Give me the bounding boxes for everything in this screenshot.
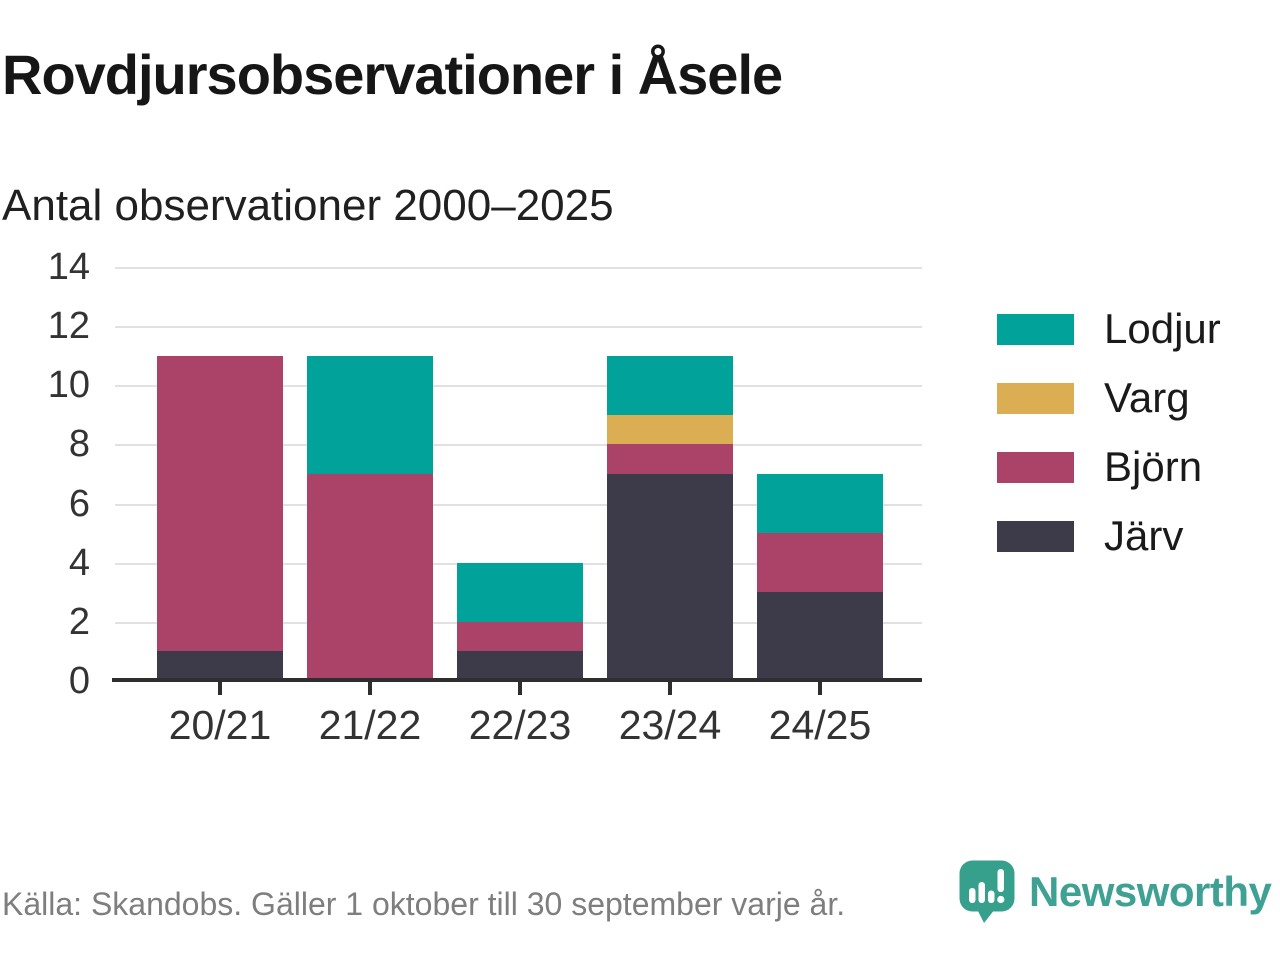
- bar-segment-järv-22-23: [457, 651, 583, 681]
- legend-label: Varg: [1104, 374, 1190, 421]
- bar-segment-järv-23-24: [607, 474, 733, 681]
- bar-segment-lodjur-24-25: [757, 474, 883, 534]
- y-axis-label: 12: [47, 305, 90, 348]
- y-axis-label: 0: [68, 660, 90, 702]
- y-axis-label: 4: [68, 541, 90, 584]
- bar-segment-björn-24-25: [757, 533, 883, 593]
- chart-legend: Lodjur Varg Björn Järv: [997, 308, 1221, 557]
- x-axis-label: 24/25: [768, 702, 872, 748]
- legend-label: Lodjur: [1104, 305, 1221, 352]
- y-axis-label: 10: [47, 364, 90, 407]
- chart-subtitle: Antal observationer 2000–2025: [2, 181, 614, 230]
- x-axis-label: 22/23: [468, 702, 572, 748]
- x-axis-tick: [818, 682, 822, 695]
- bar-segment-björn-21-22: [307, 474, 433, 681]
- x-axis-tick: [218, 682, 222, 695]
- legend-item-järv: Järv: [997, 515, 1221, 557]
- page-title: Rovdjursobservationer i Åsele: [2, 43, 783, 106]
- x-axis-tick: [518, 682, 522, 695]
- bar-segment-lodjur-22-23: [457, 562, 583, 622]
- gridline: [115, 267, 922, 269]
- newsworthy-mark-icon: [958, 859, 1016, 930]
- gridline: [115, 503, 922, 506]
- legend-item-björn: Björn: [997, 446, 1221, 488]
- legend-swatch-varg: [997, 382, 1074, 414]
- x-axis-tick: [368, 682, 372, 695]
- x-axis-label: 21/22: [318, 702, 422, 748]
- legend-item-varg: Varg: [997, 377, 1221, 419]
- gridline: [115, 444, 922, 447]
- legend-swatch-järv: [997, 520, 1074, 552]
- x-axis-label: 23/24: [618, 702, 722, 748]
- newsworthy-logo: Newsworthy: [958, 859, 1272, 930]
- y-axis-label: 6: [68, 482, 90, 525]
- newsworthy-wordmark: Newsworthy: [1029, 867, 1272, 915]
- y-axis-label: 8: [68, 423, 90, 466]
- y-axis-label: 2: [68, 600, 90, 643]
- bar-segment-varg-23-24: [607, 414, 733, 445]
- bar-segment-björn-23-24: [607, 444, 733, 474]
- gridline: [115, 326, 922, 329]
- bar-segment-järv-20-21: [157, 651, 283, 681]
- bar-segment-järv-24-25: [757, 592, 883, 681]
- bar-segment-björn-20-21: [157, 355, 283, 652]
- x-axis-line: [112, 678, 922, 682]
- source-note: Källa: Skandobs. Gäller 1 oktober till 3…: [2, 886, 846, 922]
- gridline: [115, 385, 922, 388]
- legend-label: Järv: [1104, 512, 1184, 559]
- legend-swatch-lodjur: [997, 313, 1074, 345]
- bar-segment-björn-22-23: [457, 621, 583, 652]
- legend-label: Björn: [1104, 443, 1203, 490]
- legend-item-lodjur: Lodjur: [997, 308, 1221, 350]
- y-axis-label: 14: [47, 246, 90, 288]
- x-axis-label: 20/21: [168, 702, 272, 748]
- bar-segment-lodjur-23-24: [607, 355, 733, 415]
- bar-segment-lodjur-21-22: [307, 355, 433, 474]
- x-axis-tick: [668, 682, 672, 695]
- legend-swatch-björn: [997, 451, 1074, 483]
